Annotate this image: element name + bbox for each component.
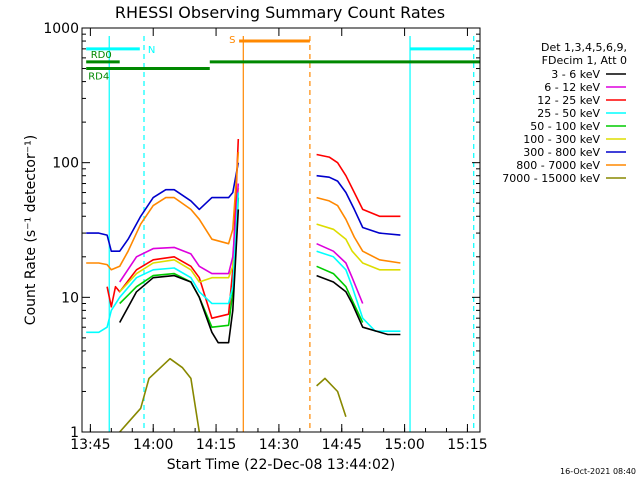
y-tick-label-0: 1	[70, 425, 79, 441]
legend-label-0: 3 - 6 keV	[551, 68, 600, 81]
x-tick-label-5: 15:00	[384, 437, 424, 453]
series-line-8	[119, 357, 347, 433]
x-tick-label-3: 14:30	[259, 437, 299, 453]
plot-frame	[81, 27, 481, 433]
x-tick-label-1: 14:00	[133, 437, 173, 453]
series-line-1	[119, 183, 364, 304]
legend-label-8: 7000 - 15000 keV	[502, 172, 600, 185]
series-line-0	[118, 209, 401, 344]
chart-title: RHESSI Observing Summary Count Rates	[115, 3, 445, 22]
legend-label-7: 800 - 7000 keV	[516, 159, 600, 172]
legend-label-6: 300 - 800 keV	[523, 146, 600, 159]
legend-header-1: FDecim 1, Att 0	[542, 54, 627, 67]
x-tick-label-6: 15:15	[447, 437, 487, 453]
legend-label-4: 50 - 100 keV	[530, 120, 600, 133]
legend-label-3: 25 - 50 keV	[537, 107, 600, 120]
axes: 13:45 14:00 14:15 14:30 14:45 15:00 15:15 1 10 10…	[43, 21, 487, 453]
x-tick-label-4: 14:45	[322, 437, 362, 453]
x-tick-label-0: 13:45	[70, 437, 110, 453]
instrument-state-lines: N S RD0 RD4	[86, 35, 480, 83]
x-axis-label: Start Time (22-Dec-08 13:44:02)	[167, 457, 395, 473]
y-axis-label: Count Rate (s⁻¹ detector⁻¹)	[23, 135, 39, 325]
footer-timestamp: 16-Oct-2021 08:40	[560, 467, 636, 476]
legend-label-2: 12 - 25 keV	[537, 94, 600, 107]
y-tick-label-3: 1000	[43, 21, 79, 37]
series-line-7	[86, 151, 401, 271]
y-tick-label-2: 100	[52, 156, 79, 172]
legend: Det 1,3,4,5,6,9,FDecim 1, Att 03 - 6 keV…	[502, 41, 627, 185]
state-label-rd0: RD0	[91, 50, 112, 61]
legend-header-0: Det 1,3,4,5,6,9,	[541, 41, 627, 54]
legend-label-1: 6 - 12 keV	[544, 81, 600, 94]
state-label-rd4: RD4	[88, 72, 109, 83]
series-line-2	[106, 138, 401, 319]
y-tick-label-1: 10	[61, 290, 79, 306]
vertical-markers	[108, 36, 475, 432]
series-line-5	[119, 187, 401, 293]
x-tick-label-2: 14:15	[196, 437, 236, 453]
state-label-s: S	[229, 35, 235, 46]
legend-label-5: 100 - 300 keV	[523, 133, 600, 146]
state-label-n: N	[148, 45, 155, 56]
series-lines	[86, 138, 401, 433]
series-line-6	[86, 162, 401, 252]
